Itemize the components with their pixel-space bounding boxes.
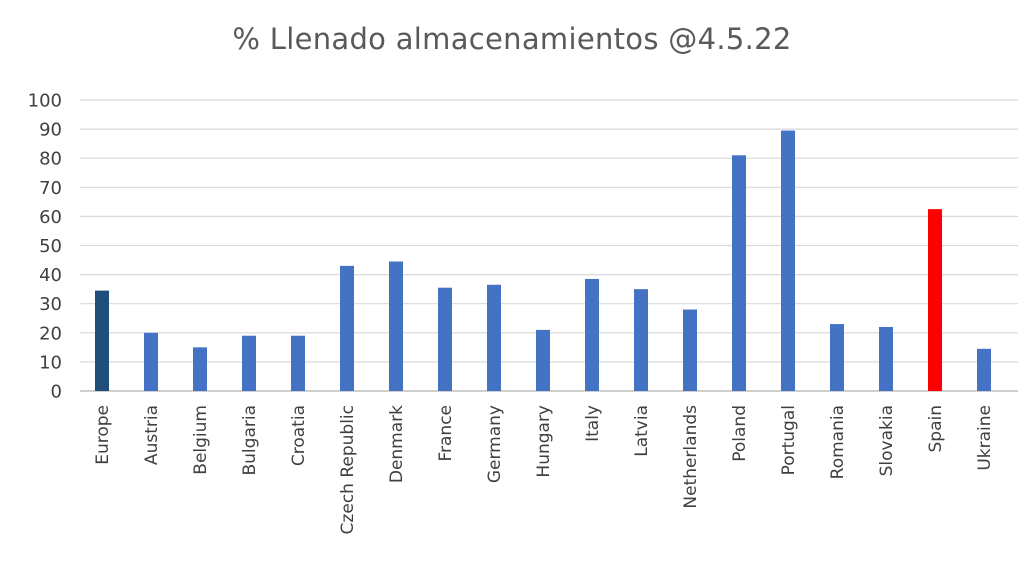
bar-austria bbox=[144, 332, 158, 391]
bar-denmark bbox=[389, 261, 403, 391]
y-tick-label: 40 bbox=[39, 265, 62, 286]
y-axis-ticks: 0 10 20 30 40 50 60 70 80 90 100 bbox=[28, 91, 62, 403]
y-tick-label: 20 bbox=[39, 323, 62, 344]
bar-slovakia bbox=[879, 326, 893, 391]
x-tick-label: Portugal bbox=[779, 405, 799, 475]
bar-europe bbox=[95, 290, 109, 391]
x-tick-label: Croatia bbox=[289, 405, 309, 466]
bar-netherlands bbox=[683, 309, 697, 391]
x-tick-label: Slovakia bbox=[877, 405, 897, 476]
x-tick-label: Europe bbox=[93, 405, 113, 465]
x-tick-label: Poland bbox=[730, 405, 750, 462]
bar-hungary bbox=[536, 329, 550, 391]
y-tick-label: 50 bbox=[39, 236, 62, 257]
y-tick-label: 10 bbox=[39, 352, 62, 373]
bars bbox=[95, 130, 991, 391]
x-tick-label: Czech Republic bbox=[338, 405, 358, 534]
x-tick-label: France bbox=[436, 405, 456, 462]
bar-poland bbox=[732, 155, 746, 391]
x-tick-label: Spain bbox=[926, 405, 946, 453]
y-tick-label: 0 bbox=[51, 382, 62, 403]
y-tick-label: 30 bbox=[39, 294, 62, 315]
x-tick-label: Austria bbox=[142, 405, 162, 465]
y-tick-label: 70 bbox=[39, 178, 62, 199]
bar-france bbox=[438, 287, 452, 391]
bar-italy bbox=[585, 278, 599, 391]
bar-latvia bbox=[634, 289, 648, 391]
bar-spain bbox=[928, 209, 942, 391]
x-tick-label: Denmark bbox=[387, 405, 407, 483]
x-tick-label: Hungary bbox=[534, 405, 554, 478]
x-tick-label: Italy bbox=[583, 405, 603, 442]
x-tick-label: Bulgaria bbox=[240, 405, 260, 476]
y-tick-label: 60 bbox=[39, 207, 62, 228]
bar-germany bbox=[487, 284, 501, 391]
bar-czech-republic bbox=[340, 265, 354, 391]
bar-belgium bbox=[193, 347, 207, 391]
bar-ukraine bbox=[977, 348, 991, 391]
y-tick-label: 80 bbox=[39, 149, 62, 170]
y-tick-label: 100 bbox=[28, 91, 62, 112]
x-tick-label: Netherlands bbox=[681, 405, 701, 509]
x-tick-label: Latvia bbox=[632, 405, 652, 457]
x-tick-label: Germany bbox=[485, 405, 505, 483]
x-tick-label: Romania bbox=[828, 405, 848, 479]
x-tick-label: Ukraine bbox=[975, 405, 995, 471]
bar-romania bbox=[830, 324, 844, 391]
bar-croatia bbox=[291, 335, 305, 391]
bar-portugal bbox=[781, 130, 795, 391]
x-tick-label: Belgium bbox=[191, 405, 211, 475]
chart-title: % Llenado almacenamientos @4.5.22 bbox=[232, 22, 792, 56]
x-axis-labels: Europe Austria Belgium Bulgaria Croatia Czech… bbox=[93, 405, 995, 535]
y-tick-label: 90 bbox=[39, 120, 62, 141]
bar-bulgaria bbox=[242, 335, 256, 391]
